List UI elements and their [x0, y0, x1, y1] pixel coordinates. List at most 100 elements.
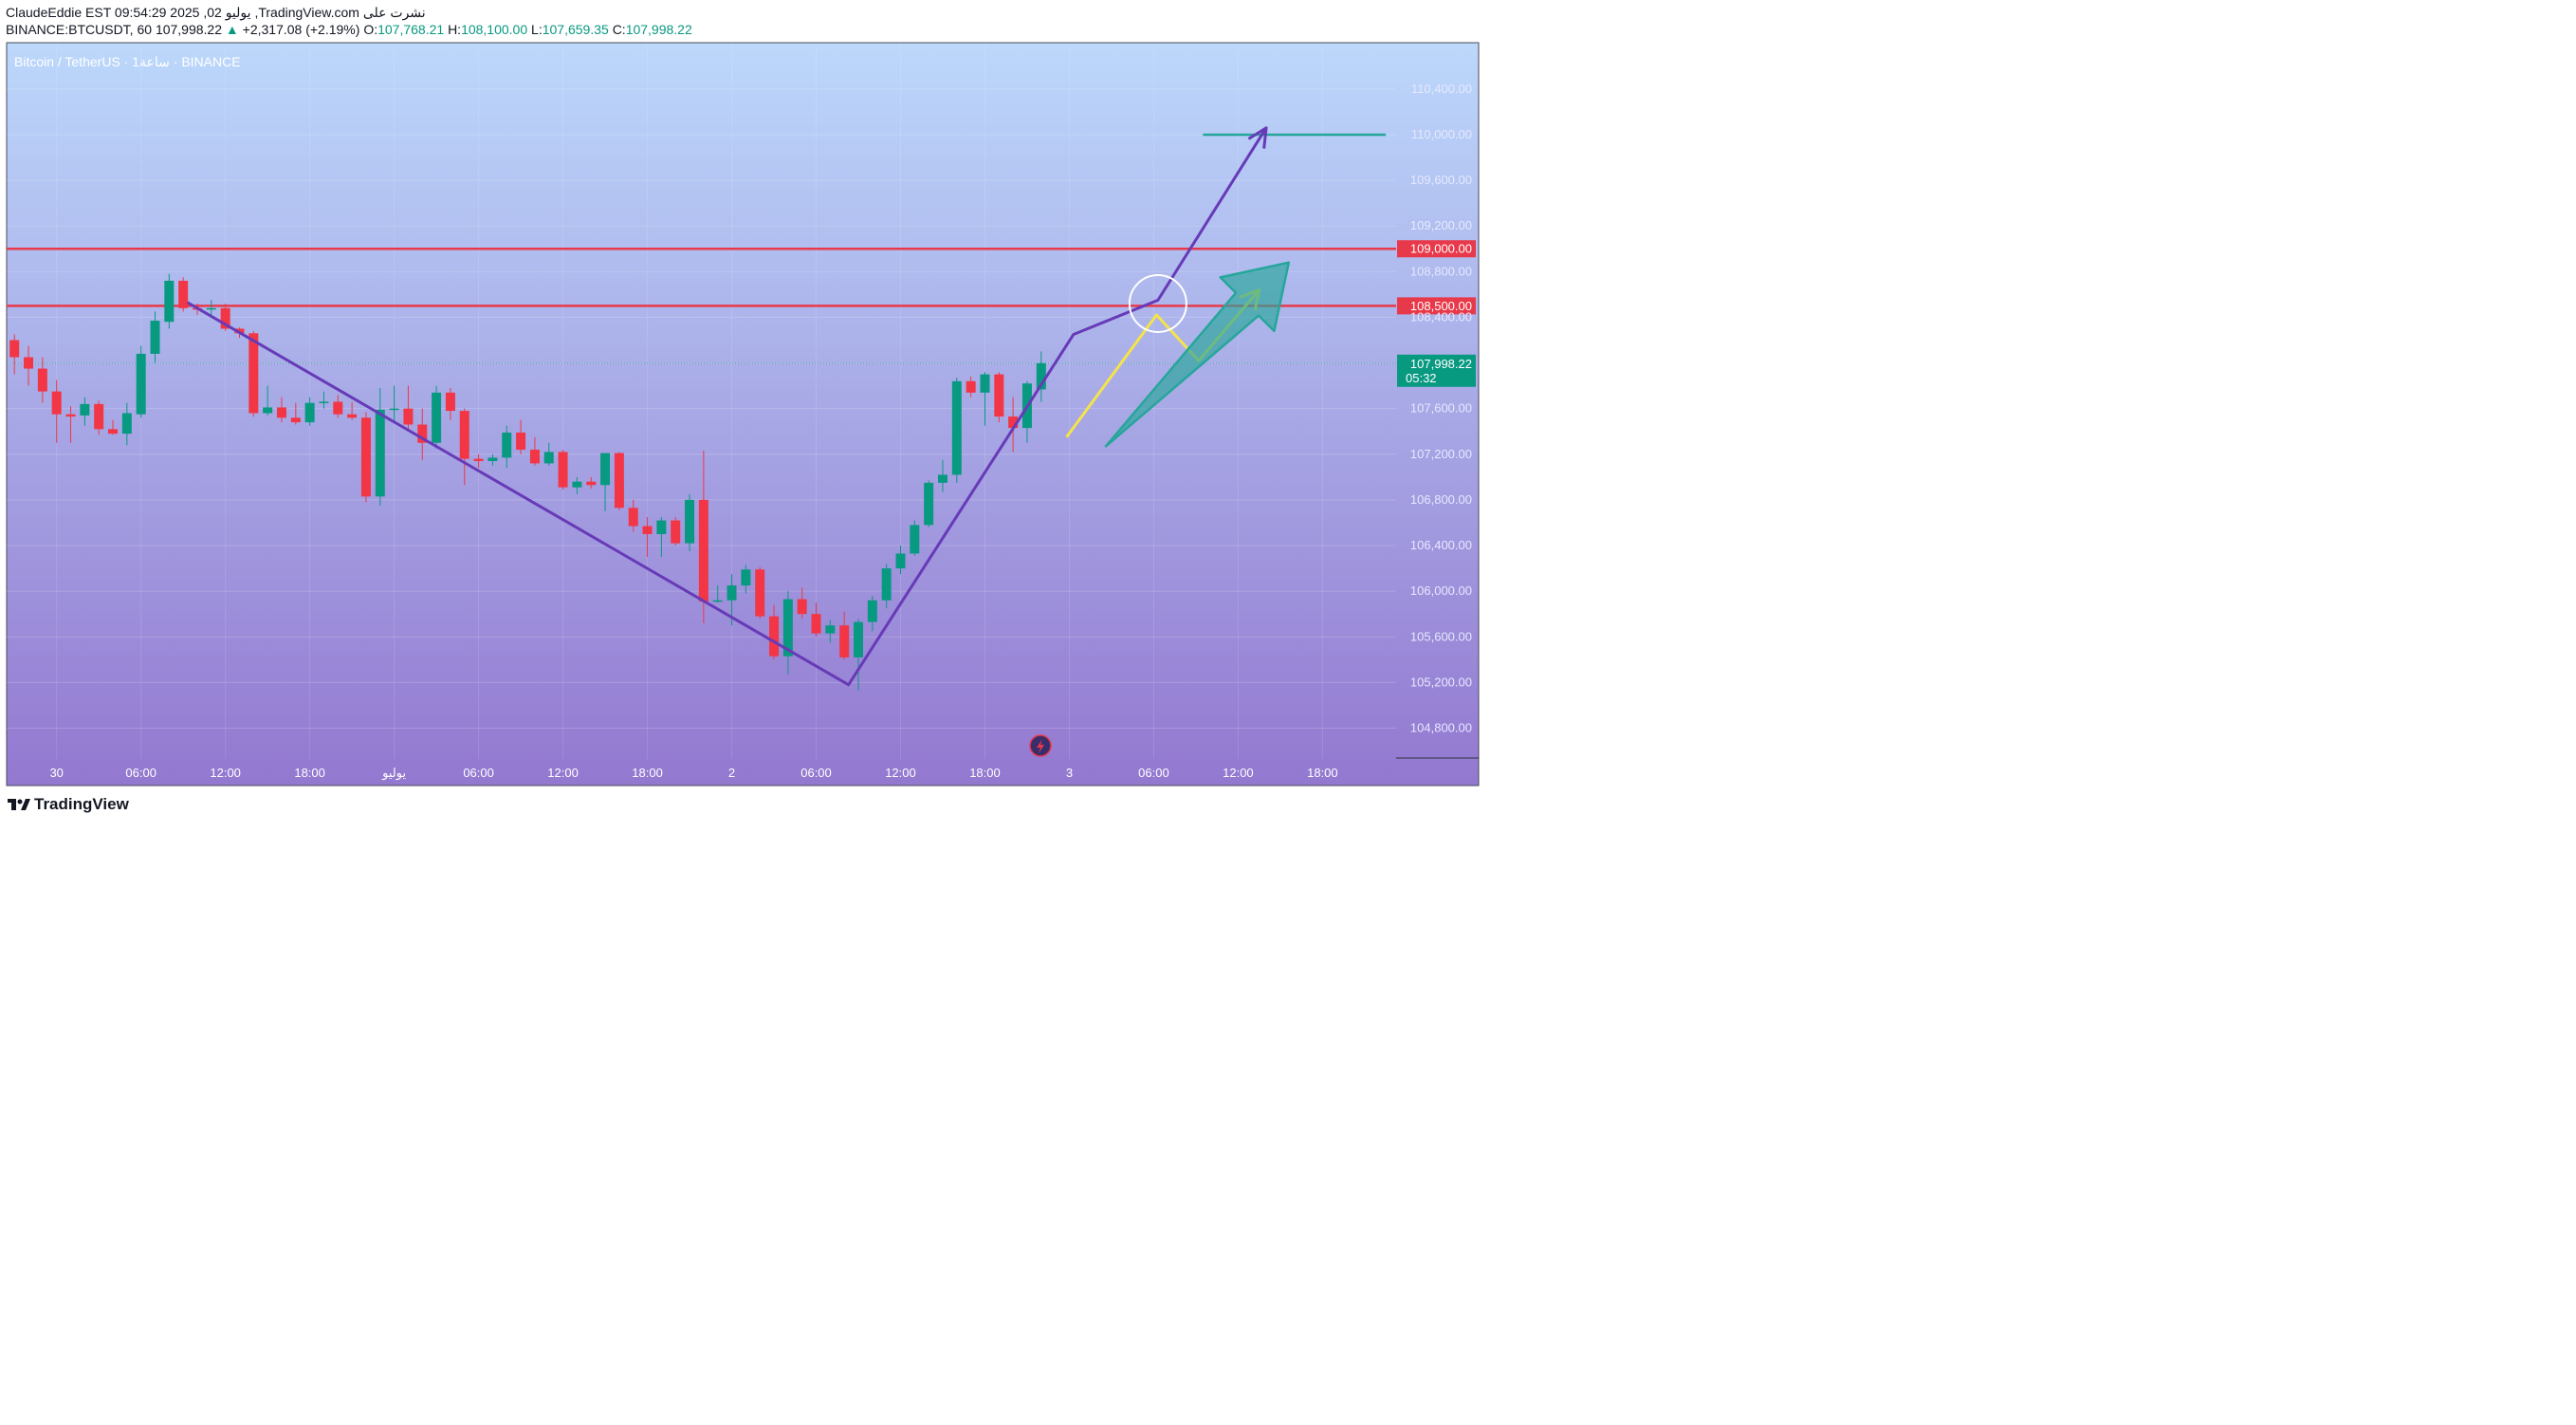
- candle-body: [671, 520, 681, 544]
- candle: [895, 546, 906, 575]
- candle-body: [24, 357, 34, 369]
- candle-body: [628, 508, 638, 527]
- time-tick-label: 12:00: [547, 766, 579, 780]
- projected-path-line[interactable]: [186, 126, 1268, 687]
- candle: [769, 604, 780, 660]
- candle-body: [417, 424, 428, 443]
- candle-body: [854, 621, 863, 657]
- candle: [712, 585, 723, 603]
- candle: [825, 620, 836, 643]
- candle-body: [543, 452, 554, 464]
- candle: [488, 453, 498, 466]
- candle-body: [319, 401, 329, 403]
- candle-body: [80, 403, 90, 416]
- candle: [685, 493, 695, 552]
- price-tick-label: 109,600.00: [1410, 173, 1472, 187]
- symbol-label[interactable]: BINANCE:BTCUSDT, 60: [6, 22, 153, 37]
- chart-legend-title: Bitcoin / TetherUS · 1ساعة · BINANCE: [14, 54, 241, 69]
- high-label: H:: [448, 22, 462, 37]
- change-text: +2,317.08 (+2.19%): [242, 22, 360, 37]
- time-tick-label: 06:00: [125, 766, 156, 780]
- candle: [51, 379, 62, 443]
- candle: [304, 397, 315, 426]
- candle: [811, 602, 821, 638]
- candle-body: [924, 482, 934, 526]
- highlight-circle[interactable]: [1128, 273, 1187, 333]
- candle: [529, 436, 540, 466]
- time-tick-label: 12:00: [210, 766, 241, 780]
- candle-body: [459, 411, 469, 459]
- time-tick-label: 12:00: [1223, 766, 1254, 780]
- candle: [797, 587, 807, 620]
- last-price-label: 107,998.22: [1410, 357, 1472, 371]
- time-tick-label: 06:00: [800, 766, 832, 780]
- price-tick-label: 108,400.00: [1410, 309, 1472, 324]
- time-tick-label: 2: [728, 766, 735, 780]
- time-tick-label: 18:00: [294, 766, 325, 780]
- candle-body: [727, 585, 737, 601]
- time-tick-label: 18:00: [1307, 766, 1338, 780]
- candle-body: [881, 568, 892, 601]
- candle: [741, 564, 751, 594]
- candle: [558, 449, 568, 490]
- candle: [347, 401, 358, 420]
- candle: [136, 345, 146, 418]
- candle: [586, 476, 597, 489]
- price-tick-label: 107,600.00: [1410, 401, 1472, 416]
- candle-body: [445, 392, 455, 412]
- candle-body: [347, 414, 358, 418]
- price-tick-label: 104,800.00: [1410, 721, 1472, 735]
- candle-body: [685, 499, 695, 544]
- teal-arrow-shape[interactable]: [1104, 261, 1291, 448]
- tradingview-logo-icon: [8, 799, 30, 810]
- candle: [1008, 397, 1019, 453]
- candle: [333, 395, 343, 418]
- candle: [263, 385, 273, 416]
- price-tick-label: 106,000.00: [1410, 583, 1472, 598]
- candle-body: [558, 452, 568, 488]
- candle-body: [94, 403, 104, 430]
- candle: [473, 453, 484, 469]
- change-arrow-icon: ▲: [225, 22, 239, 37]
- candle: [108, 419, 119, 435]
- candle: [319, 391, 329, 409]
- lightning-icon[interactable]: [1029, 734, 1052, 757]
- candle: [276, 397, 286, 423]
- candle: [1036, 351, 1046, 402]
- candle-body: [276, 407, 286, 418]
- price-tick-label: 106,800.00: [1410, 492, 1472, 507]
- time-tick-label: 18:00: [632, 766, 663, 780]
- candle-body: [206, 307, 216, 310]
- high-value: 108,100.00: [461, 22, 528, 37]
- tradingview-logo[interactable]: TradingView: [8, 795, 129, 814]
- candle-body: [642, 526, 653, 534]
- last-price-text: 107,998.22: [155, 22, 223, 37]
- candles-layer: [9, 273, 1046, 691]
- price-tick-label: 108,800.00: [1410, 264, 1472, 278]
- candle: [980, 372, 990, 426]
- candle-body: [994, 374, 1004, 417]
- time-axis[interactable]: 30 06:00 12:00 18:00 يوليو 06:00 12:00 18:00 2 06…: [49, 766, 1337, 781]
- close-value: 107,998.22: [625, 22, 692, 37]
- low-label: L:: [531, 22, 543, 37]
- candle-body: [937, 474, 948, 483]
- resistance-price-label: 109,000.00: [1410, 242, 1472, 256]
- candle-body: [797, 599, 807, 615]
- time-tick-label: 06:00: [463, 766, 494, 780]
- candle-body: [910, 525, 920, 554]
- candle-body: [825, 625, 836, 634]
- candle-body: [9, 340, 20, 358]
- projected-path-arrowhead: [1247, 126, 1268, 149]
- candle: [403, 385, 414, 430]
- candle-body: [502, 432, 512, 458]
- candle: [24, 345, 34, 386]
- candle: [854, 619, 863, 691]
- price-axis[interactable]: 104,800.00 105,200.00 105,600.00 106,000.00…: [1396, 82, 1479, 759]
- candle: [80, 397, 90, 426]
- candle: [910, 520, 920, 556]
- candle-body: [333, 401, 343, 415]
- candle: [248, 330, 259, 417]
- candle: [994, 372, 1004, 423]
- resistance-price-tag: [1397, 240, 1476, 258]
